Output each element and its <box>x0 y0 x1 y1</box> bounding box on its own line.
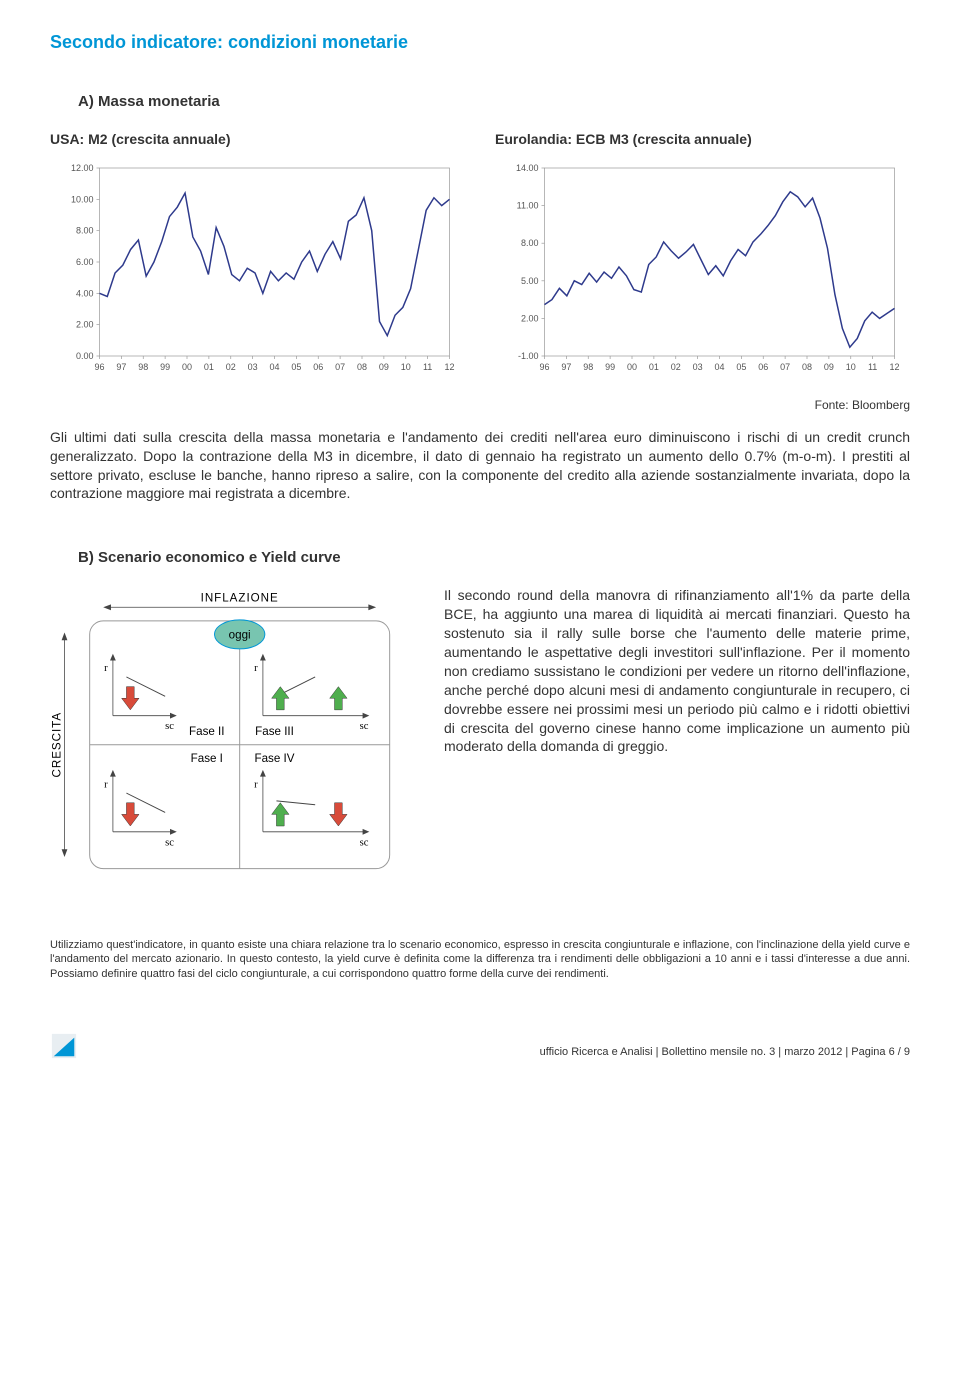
svg-text:01: 01 <box>649 362 659 372</box>
section-a-heading: A) Massa monetaria <box>50 91 910 112</box>
svg-text:07: 07 <box>780 362 790 372</box>
svg-text:Fase IV: Fase IV <box>255 752 295 765</box>
svg-text:09: 09 <box>824 362 834 372</box>
svg-text:8.00: 8.00 <box>521 238 539 248</box>
svg-text:08: 08 <box>802 362 812 372</box>
svg-text:INFLAZIONE: INFLAZIONE <box>201 592 279 605</box>
paragraph-b: Il secondo round della manovra di rifina… <box>444 586 910 756</box>
footer-text: ufficio Ricerca e Analisi | Bollettino m… <box>540 1045 910 1060</box>
svg-text:12: 12 <box>889 362 899 372</box>
svg-text:-1.00: -1.00 <box>518 351 539 361</box>
chart-2-box: Eurolandia: ECB M3 (crescita annuale) -1… <box>495 130 910 385</box>
page-title: Secondo indicatore: condizioni monetarie <box>50 30 910 55</box>
svg-text:01: 01 <box>204 362 214 372</box>
svg-text:Fase III: Fase III <box>255 725 294 738</box>
diagram-column: INFLAZIONE CRESCITA oggi Fase II Fase III Fas… <box>50 586 410 891</box>
svg-text:sc: sc <box>165 722 174 733</box>
svg-text:8.00: 8.00 <box>76 225 94 235</box>
chart-2-svg: -1.00 2.00 5.00 8.00 11.00 14.00 96 97 98 99 00 01 0… <box>495 160 910 380</box>
svg-text:r: r <box>104 663 108 674</box>
svg-text:03: 03 <box>248 362 258 372</box>
svg-text:06: 06 <box>313 362 323 372</box>
svg-text:r: r <box>254 663 258 674</box>
svg-text:r: r <box>254 780 258 791</box>
svg-text:02: 02 <box>671 362 681 372</box>
svg-text:99: 99 <box>605 362 615 372</box>
source-line: Fonte: Bloomberg <box>50 397 910 414</box>
chart-1-title: USA: M2 (crescita annuale) <box>50 130 465 150</box>
footer: ufficio Ricerca e Analisi | Bollettino m… <box>50 1032 910 1060</box>
svg-text:07: 07 <box>335 362 345 372</box>
svg-text:2.00: 2.00 <box>521 313 539 323</box>
svg-text:96: 96 <box>94 362 104 372</box>
svg-text:03: 03 <box>693 362 703 372</box>
svg-text:11.00: 11.00 <box>517 200 539 210</box>
logo-icon <box>50 1032 78 1060</box>
svg-text:02: 02 <box>226 362 236 372</box>
svg-text:10: 10 <box>401 362 411 372</box>
svg-text:sc: sc <box>360 838 369 849</box>
chart-1-svg: 0.00 2.00 4.00 6.00 8.00 10.00 12.00 96 97 98 99 00… <box>50 160 465 380</box>
svg-text:05: 05 <box>736 362 746 372</box>
svg-text:5.00: 5.00 <box>521 276 539 286</box>
svg-text:6.00: 6.00 <box>76 257 94 267</box>
svg-text:11: 11 <box>423 362 432 372</box>
svg-text:4.00: 4.00 <box>76 288 94 298</box>
svg-text:97: 97 <box>116 362 126 372</box>
section-b-row: INFLAZIONE CRESCITA oggi Fase II Fase III Fas… <box>50 586 910 891</box>
small-note: Utilizziamo quest'indicatore, in quanto … <box>50 938 910 983</box>
svg-text:96: 96 <box>539 362 549 372</box>
svg-text:CRESCITA: CRESCITA <box>51 712 64 778</box>
svg-text:2.00: 2.00 <box>76 319 94 329</box>
svg-text:98: 98 <box>583 362 593 372</box>
svg-text:00: 00 <box>182 362 192 372</box>
svg-text:09: 09 <box>379 362 389 372</box>
svg-text:14.00: 14.00 <box>516 163 539 173</box>
svg-text:06: 06 <box>758 362 768 372</box>
svg-text:97: 97 <box>561 362 571 372</box>
svg-text:0.00: 0.00 <box>76 351 94 361</box>
svg-text:05: 05 <box>291 362 301 372</box>
svg-text:12: 12 <box>444 362 454 372</box>
svg-text:10.00: 10.00 <box>71 194 94 204</box>
svg-text:98: 98 <box>138 362 148 372</box>
section-b-heading: B) Scenario economico e Yield curve <box>50 547 910 568</box>
svg-text:12.00: 12.00 <box>71 163 94 173</box>
svg-text:00: 00 <box>627 362 637 372</box>
svg-text:r: r <box>104 780 108 791</box>
svg-text:04: 04 <box>714 362 724 372</box>
svg-text:04: 04 <box>269 362 279 372</box>
chart-2-title: Eurolandia: ECB M3 (crescita annuale) <box>495 130 910 150</box>
svg-text:sc: sc <box>165 838 174 849</box>
svg-text:99: 99 <box>160 362 170 372</box>
svg-text:08: 08 <box>357 362 367 372</box>
svg-text:Fase I: Fase I <box>191 752 223 765</box>
chart-row: USA: M2 (crescita annuale) 0.00 2.00 4.00 6… <box>50 130 910 385</box>
paragraph-a: Gli ultimi dati sulla crescita della mas… <box>50 428 910 504</box>
svg-text:11: 11 <box>868 362 877 372</box>
quadrant-diagram: INFLAZIONE CRESCITA oggi Fase II Fase III Fas… <box>50 586 410 886</box>
chart-1-box: USA: M2 (crescita annuale) 0.00 2.00 4.00 6… <box>50 130 465 385</box>
svg-text:sc: sc <box>360 722 369 733</box>
svg-text:Fase II: Fase II <box>189 725 225 738</box>
svg-text:oggi: oggi <box>229 629 251 642</box>
svg-text:10: 10 <box>846 362 856 372</box>
